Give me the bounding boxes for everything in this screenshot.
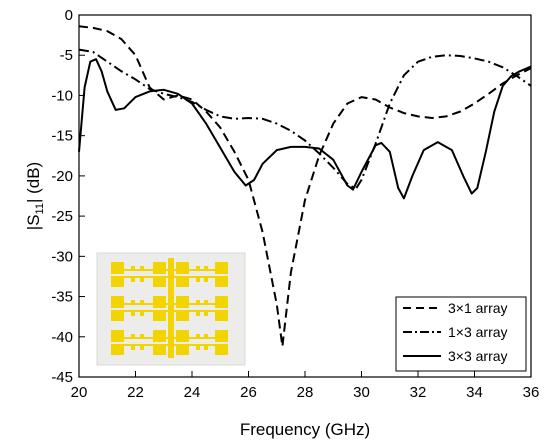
inset-patch <box>176 344 189 355</box>
inset-patch <box>215 276 228 287</box>
inset-patch <box>215 344 228 355</box>
inset-stub <box>131 300 135 304</box>
y-tick-label: -30 <box>51 248 73 265</box>
x-tick-label: 32 <box>410 384 427 401</box>
inset-stub <box>196 346 200 350</box>
y-tick-label: -20 <box>51 168 73 185</box>
inset-patch <box>215 262 228 274</box>
inset-patch <box>176 310 189 321</box>
inset-stub <box>204 312 208 316</box>
inset-stub <box>204 346 208 350</box>
x-tick-label: 30 <box>353 384 370 401</box>
y-axis-title-main: |S <box>24 214 43 230</box>
legend-label-3x3: 3×3 array <box>448 348 508 364</box>
inset-patch <box>153 276 166 287</box>
inset-patch <box>153 330 166 342</box>
x-tick-label: 26 <box>240 384 257 401</box>
legend-label-3x1: 3×1 array <box>448 300 508 316</box>
inset-patch <box>176 330 189 342</box>
inset-stub <box>140 266 144 270</box>
inset-patch <box>215 296 228 308</box>
inset-patch <box>111 310 124 321</box>
inset-patch <box>215 330 228 342</box>
inset-stub <box>204 266 208 270</box>
series-line-2 <box>78 48 532 190</box>
inset-patch <box>153 344 166 355</box>
inset-patch <box>111 296 124 308</box>
inset-patch <box>176 276 189 287</box>
series-line-1 <box>78 25 532 348</box>
inset-stub <box>196 266 200 270</box>
series-layer <box>78 25 532 348</box>
x-tick-label: 24 <box>184 384 201 401</box>
y-tick-label: -5 <box>60 47 73 64</box>
y-tick-label: -25 <box>51 208 73 225</box>
x-tick-label: 20 <box>71 384 88 401</box>
inset-patch <box>111 330 124 342</box>
y-tick-label: -40 <box>51 329 73 346</box>
tick-layer: 20 22 24 26 28 30 32 34 36 0 -5 -10 -15 -20 -25 -30 -35 -… <box>51 7 539 401</box>
inset-patch <box>153 296 166 308</box>
y-tick-label: 0 <box>65 7 73 24</box>
y-axis-title: |S11| (dB) <box>24 162 46 230</box>
y-tick-label: -15 <box>51 128 73 145</box>
legend-label-1x3: 1×3 array <box>448 324 508 340</box>
inset-stub <box>131 334 135 338</box>
x-tick-label: 28 <box>297 384 314 401</box>
y-tick-label: -45 <box>51 369 73 386</box>
y-tick-label: -10 <box>51 87 73 104</box>
inset-patch <box>111 262 124 274</box>
legend-box <box>395 296 527 372</box>
inset-stub <box>196 334 200 338</box>
inset-stub <box>204 300 208 304</box>
x-tick-label: 22 <box>127 384 144 401</box>
inset-stub <box>131 278 135 282</box>
inset-stub <box>204 334 208 338</box>
inset-stub <box>204 278 208 282</box>
legend: 3×1 array 1×3 array 3×3 array <box>395 296 527 372</box>
inset-stub <box>196 300 200 304</box>
inset-stub <box>131 312 135 316</box>
x-tick-label: 36 <box>523 384 540 401</box>
inset-stub <box>140 278 144 282</box>
inset-center-feed <box>168 258 174 358</box>
inset-patch <box>176 262 189 274</box>
inset-stub <box>140 346 144 350</box>
inset-stub <box>131 346 135 350</box>
inset-stub <box>140 300 144 304</box>
inset-stub <box>140 334 144 338</box>
y-axis-title-tail: | (dB) <box>24 162 43 203</box>
inset-stub <box>140 312 144 316</box>
inset-patch <box>111 276 124 287</box>
inset-patch <box>215 310 228 321</box>
inset-stub <box>196 312 200 316</box>
y-axis-title-subscript: 11 <box>34 203 46 214</box>
series-line-3 <box>78 58 532 200</box>
inset-patch <box>111 344 124 355</box>
inset-patch <box>153 262 166 274</box>
inset-stub <box>196 278 200 282</box>
y-tick-label: -35 <box>51 289 73 306</box>
inset-stub <box>131 266 135 270</box>
x-axis-title: Frequency (GHz) <box>240 420 370 439</box>
antenna-array-inset-image <box>96 252 246 366</box>
x-tick-label: 34 <box>466 384 483 401</box>
inset-patch <box>176 296 189 308</box>
inset-patch <box>153 310 166 321</box>
